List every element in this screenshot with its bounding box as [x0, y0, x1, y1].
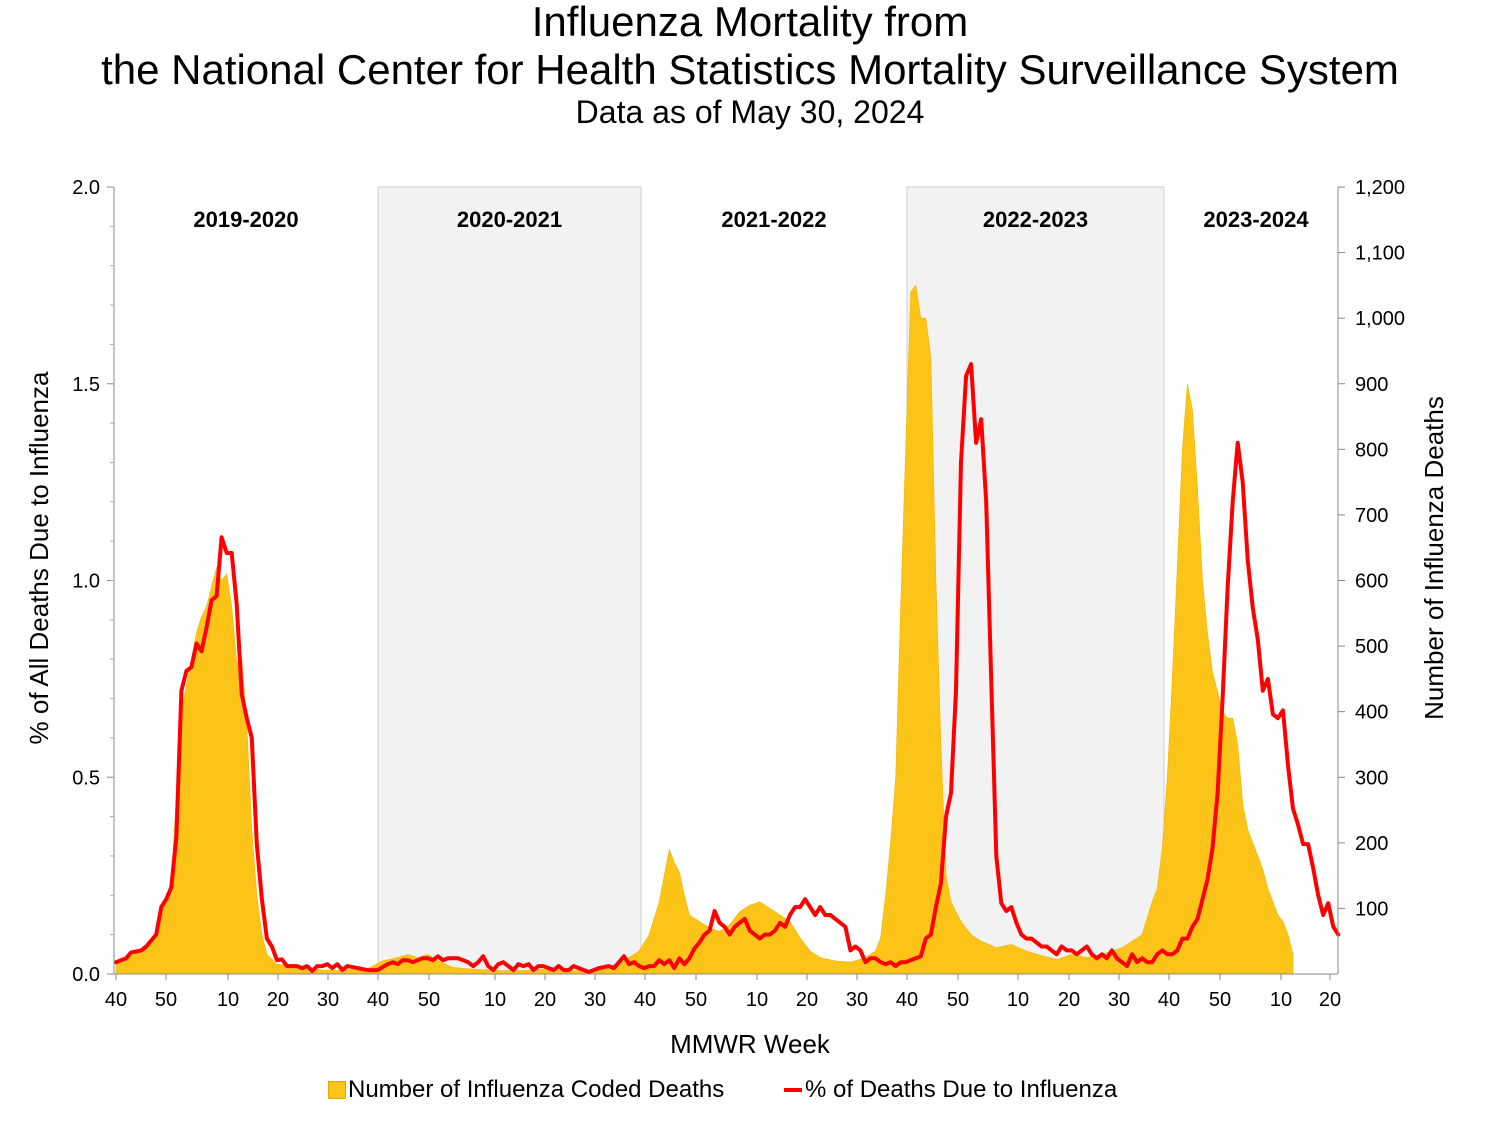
x-tick-label: 10 — [1007, 989, 1029, 1011]
x-tick-label: 40 — [1158, 989, 1180, 1011]
y-right-tick-label: 200 — [1355, 833, 1388, 855]
y-axis-right-label: Number of Influenza Deaths — [1419, 396, 1449, 720]
x-axis-label: MMWR Week — [670, 1029, 831, 1059]
y-right-tick-label: 800 — [1355, 439, 1388, 461]
chart-title: Influenza Mortality from — [531, 0, 969, 45]
x-tick-label: 20 — [534, 989, 556, 1011]
x-tick-label: 50 — [418, 989, 440, 1011]
y-right-tick-label: 100 — [1355, 898, 1388, 920]
x-tick-label: 30 — [317, 989, 339, 1011]
area-series-layer — [115, 284, 1294, 975]
season-label-2023-2024: 2023-2024 — [1203, 207, 1309, 232]
x-tick-label: 40 — [634, 989, 656, 1011]
y-right-tick-label: 500 — [1355, 636, 1388, 658]
x-tick-label: 50 — [1209, 989, 1231, 1011]
y-right-tick-label: 300 — [1355, 767, 1388, 789]
x-tick-label: 40 — [896, 989, 918, 1011]
legend-swatch-line — [784, 1088, 802, 1092]
line-series-pct-deaths-influenza — [114, 362, 1341, 974]
y-right-tick-label: 700 — [1355, 505, 1388, 527]
axes-layer: 0.0 0.5 1.0 1.5 2.0 100 200 300 400 500 600 700 800 9… — [72, 177, 1405, 1011]
y-right-tick-label: 1,000 — [1355, 308, 1405, 330]
season-band-2022-2023 — [906, 186, 1165, 975]
y-right-tick-label: 600 — [1355, 571, 1388, 593]
y-left-tick-label: 0.0 — [72, 964, 100, 986]
y-left-tick-label: 2.0 — [72, 177, 100, 199]
legend-item-line: % of Deaths Due to Influenza — [784, 1074, 1117, 1106]
x-tick-label: 40 — [105, 989, 127, 1011]
x-tick-label: 10 — [484, 989, 506, 1011]
x-tick-label: 50 — [155, 989, 177, 1011]
season-label-2021-2022: 2021-2022 — [721, 207, 826, 232]
area-series-influenza-coded-deaths — [115, 284, 1294, 975]
y-right-tick-label: 900 — [1355, 374, 1388, 396]
y-axis-left-label: % of All Deaths Due to Influenza — [24, 371, 54, 744]
x-tick-label: 20 — [1319, 989, 1341, 1011]
x-tick-label: 10 — [746, 989, 768, 1011]
season-labels: 2019-2020 2020-2021 2021-2022 2022-2023 2023… — [193, 207, 1309, 232]
x-tick-label: 20 — [796, 989, 818, 1011]
chart-subtitle: Data as of May 30, 2024 — [575, 94, 925, 130]
x-tick-label: 40 — [367, 989, 389, 1011]
y-left-tick-label: 0.5 — [72, 767, 100, 789]
season-shading — [377, 186, 1165, 975]
line-series-layer — [114, 362, 1341, 974]
y-right-tick-label: 1,100 — [1355, 243, 1405, 265]
season-label-2019-2020: 2019-2020 — [193, 207, 298, 232]
legend-label-line: % of Deaths Due to Influenza — [805, 1076, 1118, 1103]
x-tick-label: 30 — [584, 989, 606, 1011]
y-left-tick-label: 1.0 — [72, 571, 100, 593]
x-tick-label: 30 — [846, 989, 868, 1011]
season-label-2020-2021: 2020-2021 — [457, 207, 562, 232]
x-tick-label: 10 — [217, 989, 239, 1011]
y-left-tick-label: 1.5 — [72, 374, 100, 396]
y-right-tick-label: 1,200 — [1355, 177, 1405, 199]
legend-item-area: Number of Influenza Coded Deaths — [328, 1074, 724, 1106]
x-tick-label: 20 — [267, 989, 289, 1011]
x-tick-label: 30 — [1108, 989, 1130, 1011]
legend: Number of Influenza Coded Deaths % of De… — [0, 1074, 1500, 1106]
x-tick-label: 50 — [947, 989, 969, 1011]
x-tick-label: 50 — [685, 989, 707, 1011]
legend-label-area: Number of Influenza Coded Deaths — [348, 1076, 725, 1103]
y-right-tick-label: 400 — [1355, 702, 1388, 724]
chart-title-line2: the National Center for Health Statistic… — [101, 46, 1399, 93]
season-label-2022-2023: 2022-2023 — [983, 207, 1088, 232]
x-tick-label: 20 — [1058, 989, 1080, 1011]
x-tick-label: 10 — [1270, 989, 1292, 1011]
season-band-2020-2021 — [377, 186, 642, 975]
legend-swatch-area — [328, 1081, 346, 1099]
